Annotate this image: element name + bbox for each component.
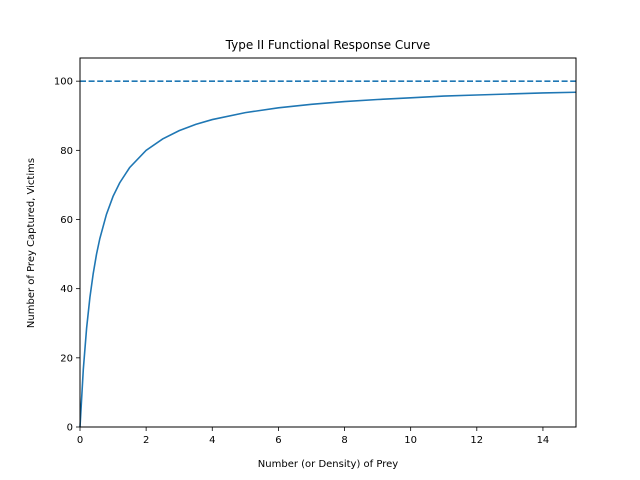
y-tick-label: 0	[67, 423, 73, 434]
y-tick-label: 20	[60, 353, 73, 364]
axes-frame	[79, 57, 577, 428]
y-tick-label: 100	[54, 77, 73, 88]
plot-area	[79, 80, 577, 428]
response-curve-line	[79, 91, 577, 428]
x-tick-label: 6	[275, 435, 281, 446]
x-tick-label: 0	[77, 435, 83, 446]
y-tick-label: 60	[60, 215, 73, 226]
x-tick-label: 10	[404, 435, 417, 446]
x-tick-label: 4	[209, 435, 215, 446]
x-tick-label: 8	[341, 435, 347, 446]
y-tick-label: 80	[60, 146, 73, 157]
x-tick-label: 2	[143, 435, 149, 446]
y-tick-label: 40	[60, 284, 73, 295]
y-axis-label: Number of Prey Captured, Victims	[26, 158, 37, 328]
x-axis: 0 2 4 6 8 10 12 14	[77, 427, 549, 446]
y-axis: 0 20 40 60 80 100	[54, 77, 80, 434]
x-axis-label: Number (or Density) of Prey	[258, 459, 398, 470]
x-tick-label: 14	[537, 435, 550, 446]
x-tick-label: 12	[470, 435, 483, 446]
chart-title: Type II Functional Response Curve	[225, 38, 431, 52]
